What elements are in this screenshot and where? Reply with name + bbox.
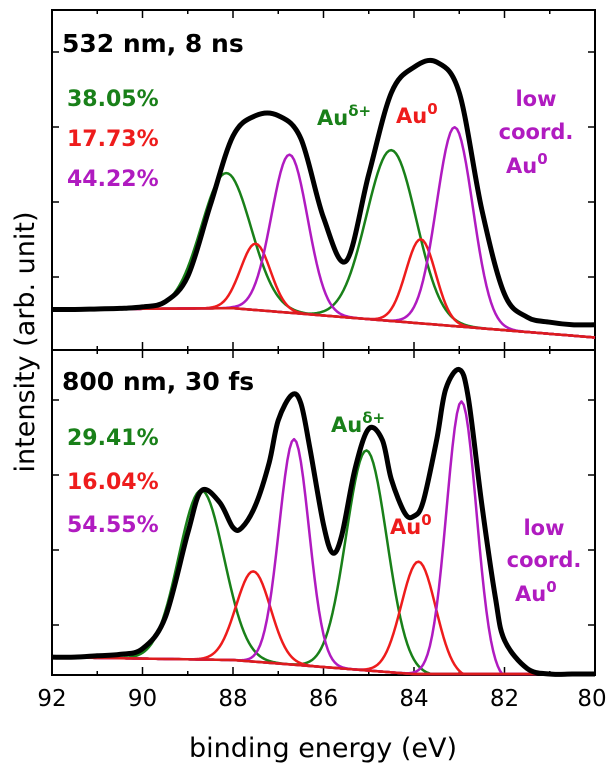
- x-axis-label: binding energy (eV): [189, 733, 457, 764]
- top-label-low: low: [515, 87, 556, 111]
- bottom-label-au-zero: Au0: [390, 511, 432, 539]
- top-total-spectrum: [51, 57, 596, 328]
- x-tick-label-88: 88: [218, 686, 247, 712]
- top-panel-title: 532 nm, 8 ns: [62, 29, 244, 58]
- x-tick-label-80: 80: [577, 686, 606, 712]
- bottom-panel-title: 800 nm, 30 fs: [62, 367, 254, 396]
- bottom-label-au-delta-base: Au: [331, 413, 362, 437]
- bottom-percent-low-coord: 54.55%: [67, 513, 159, 538]
- bottom-panel: [51, 350, 596, 677]
- top-component-peak-0: [51, 171, 596, 339]
- bottom-label-low-coord-au-base: Au: [515, 582, 546, 606]
- bottom-percent-au-delta: 29.41%: [67, 426, 159, 451]
- bottom-background-line: [51, 655, 595, 676]
- top-percent-au-delta: 38.05%: [67, 87, 159, 112]
- x-tick-label-86: 86: [309, 686, 338, 712]
- y-axis-label: intensity (arb. unit): [10, 212, 41, 473]
- bottom-total-spectrum: [51, 367, 595, 677]
- bottom-label-coord: coord.: [507, 548, 582, 572]
- top-label-au-delta-base: Au: [317, 106, 348, 130]
- x-tick-label-84: 84: [399, 686, 428, 712]
- x-tick-label-92: 92: [37, 686, 66, 712]
- bottom-label-au-delta: Auδ+: [331, 409, 385, 437]
- bottom-label-au-delta-sup: δ+: [362, 409, 385, 427]
- top-label-au-delta-sup: δ+: [348, 102, 371, 120]
- x-tick-label-90: 90: [128, 686, 157, 712]
- x-tick-label-82: 82: [490, 686, 519, 712]
- top-percent-au-zero: 17.73%: [67, 127, 159, 152]
- top-label-au-zero: Au0: [396, 100, 438, 128]
- bottom-label-low-coord-au: Au0: [515, 578, 557, 606]
- top-label-au-zero-sup: 0: [427, 100, 437, 118]
- top-percent-low-coord: 44.22%: [67, 167, 159, 192]
- bottom-label-au-zero-base: Au: [390, 515, 421, 539]
- top-label-au-zero-base: Au: [396, 104, 427, 128]
- top-panel: [51, 10, 596, 350]
- top-label-low-coord-au: Au0: [506, 150, 548, 178]
- bottom-percent-au-zero: 16.04%: [67, 470, 159, 495]
- bottom-label-low-coord-au-sup: 0: [546, 578, 556, 596]
- top-label-low-coord-au-sup: 0: [537, 150, 547, 168]
- bottom-label-low: low: [523, 516, 564, 540]
- top-label-au-delta: Auδ+: [317, 102, 371, 130]
- top-label-coord: coord.: [499, 120, 574, 144]
- bottom-label-au-zero-sup: 0: [421, 511, 431, 529]
- top-label-low-coord-au-base: Au: [506, 154, 537, 178]
